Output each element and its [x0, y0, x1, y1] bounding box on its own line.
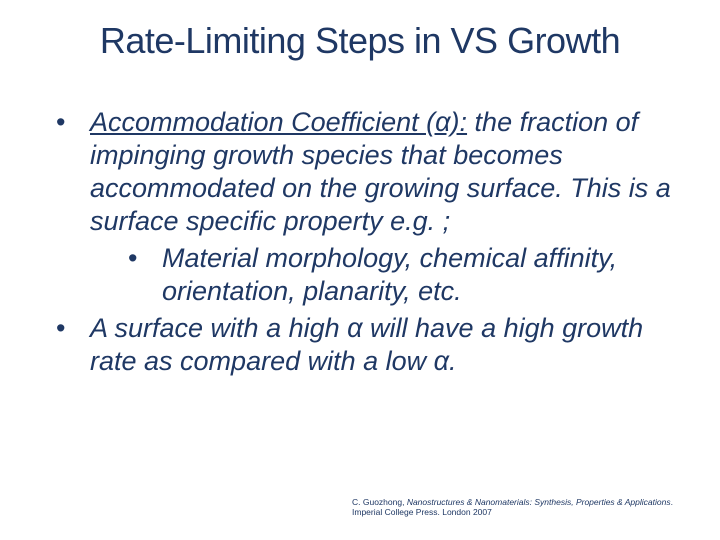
list-item: A surface with a high α will have a high… [56, 312, 692, 378]
slide: Rate-Limiting Steps in VS Growth Accommo… [0, 0, 720, 540]
list-item-text: Material morphology, chemical affinity, … [162, 243, 617, 306]
list-item: Accommodation Coefficient (α): the fract… [56, 106, 692, 308]
list-item: Material morphology, chemical affinity, … [128, 242, 692, 308]
bullet-list: Accommodation Coefficient (α): the fract… [28, 106, 692, 378]
list-item-text: A surface with a high α will have a high… [90, 313, 643, 376]
citation: C. Guozhong, Nanostructures & Nanomateri… [352, 497, 692, 518]
term-underlined: Accommodation Coefficient (α): [90, 107, 467, 137]
sub-bullet-list: Material morphology, chemical affinity, … [90, 242, 692, 308]
citation-book-title: Nanostructures & Nanomaterials: Synthesi… [407, 497, 671, 507]
slide-title: Rate-Limiting Steps in VS Growth [28, 20, 692, 62]
citation-author: C. Guozhong, [352, 497, 407, 507]
